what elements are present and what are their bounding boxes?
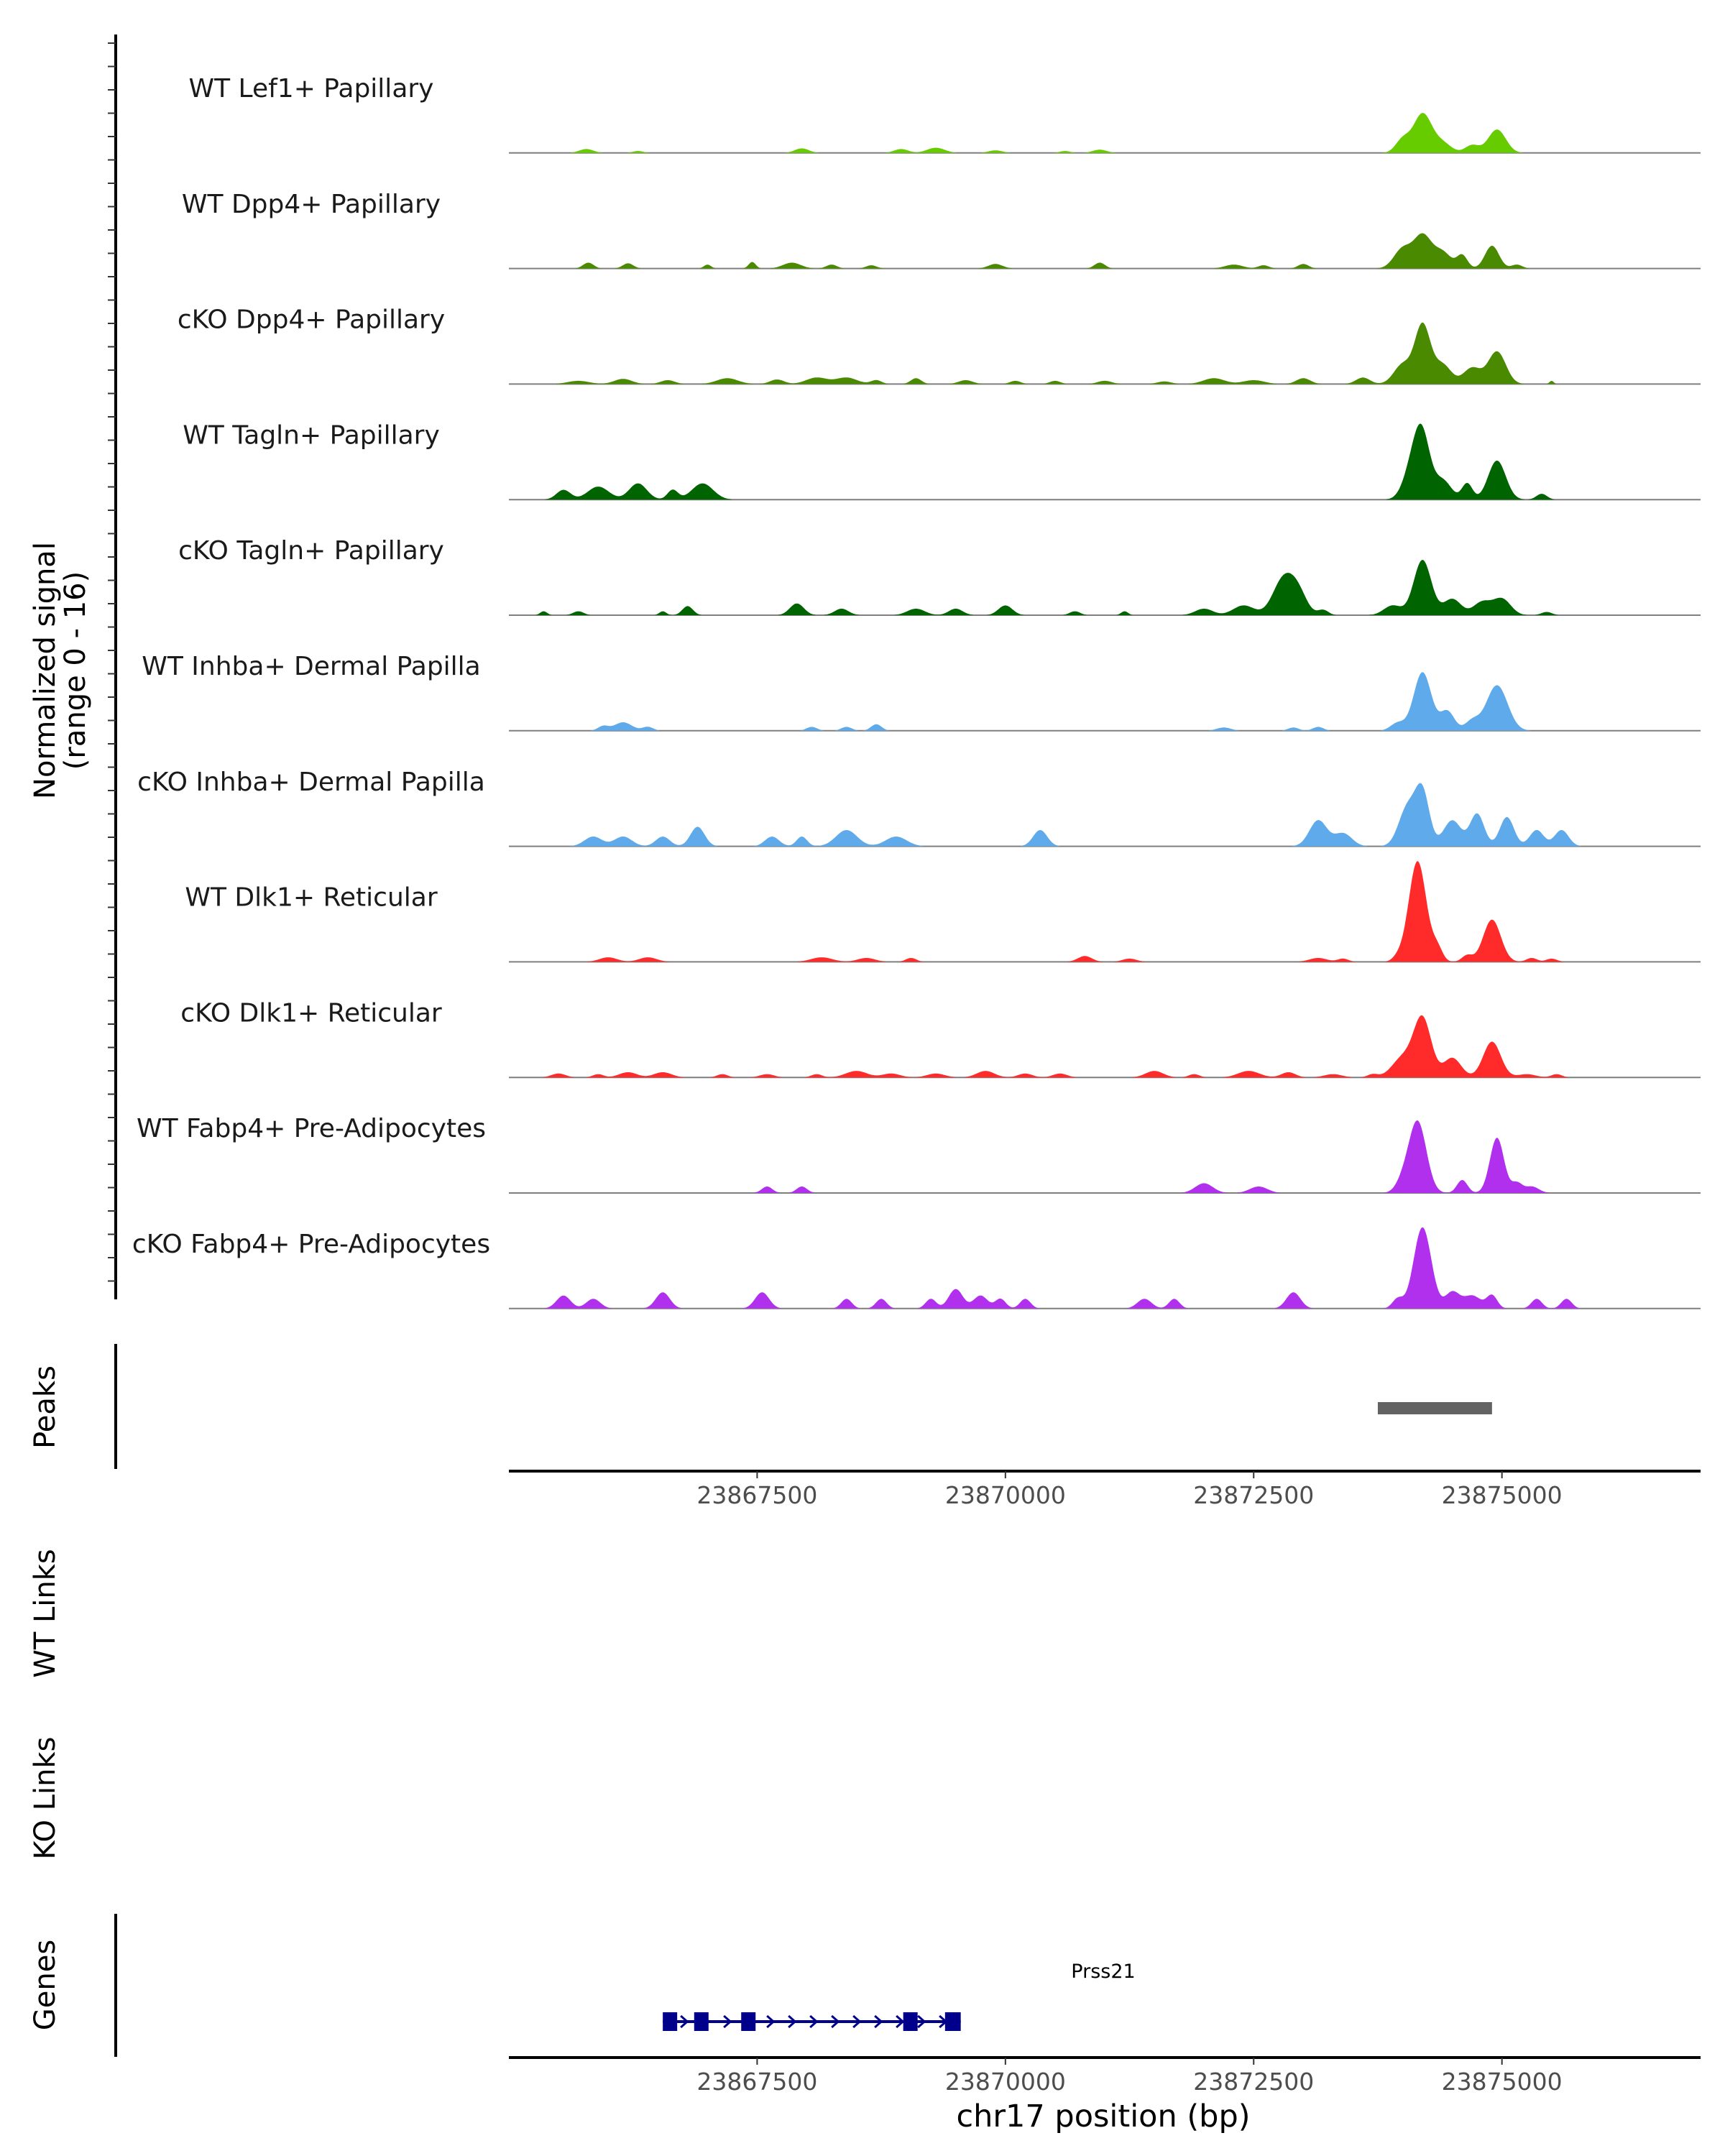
track-label: cKO Inhba+ Dermal Papilla xyxy=(137,768,485,797)
track-label: WT Dlk1+ Reticular xyxy=(185,883,437,913)
gene-label: Prss21 xyxy=(1071,1961,1135,1983)
x-tick-label: 23870000 xyxy=(945,1481,1066,1509)
gene-strand-arrow xyxy=(831,2014,840,2029)
peak-regions xyxy=(1377,1402,1492,1414)
gene-strand-arrow xyxy=(723,2014,732,2029)
track: WT Dlk1+ Reticular xyxy=(185,861,1701,963)
peak-region xyxy=(1377,1402,1492,1414)
coverage-area xyxy=(509,861,1701,962)
gene-strand-arrow xyxy=(809,2014,819,2029)
coverage-area xyxy=(509,113,1701,153)
x-tick-label: 23875000 xyxy=(1442,1481,1563,1509)
gene-strand-arrow xyxy=(896,2014,905,2029)
track-label: cKO Tagln+ Papillary xyxy=(178,536,444,566)
gene-exon xyxy=(944,2012,961,2031)
genes-title: Genes xyxy=(29,1940,62,2030)
track: WT Fabp4+ Pre-Adipocytes xyxy=(137,1114,1701,1194)
x-tick-label: 23872500 xyxy=(1193,1481,1314,1509)
track: cKO Dlk1+ Reticular xyxy=(180,998,1701,1079)
coverage-area xyxy=(509,1120,1701,1193)
track-label: WT Tagln+ Papillary xyxy=(183,420,440,450)
coverage-area xyxy=(509,672,1701,731)
coverage-tracks: WT Lef1+ Papillary WT Dpp4+ Papillary cKO … xyxy=(132,74,1701,1309)
gene-strand-arrow xyxy=(917,2014,926,2029)
x-tick-label: 23867500 xyxy=(696,1481,817,1509)
coverage-area xyxy=(509,233,1701,269)
coverage-area xyxy=(509,1227,1701,1309)
wt-links-title: WT Links xyxy=(29,1549,62,1677)
gene-exon xyxy=(663,2012,678,2031)
peaks-title: Peaks xyxy=(29,1365,62,1449)
gene-strand-arrow xyxy=(874,2014,883,2029)
track: WT Dpp4+ Papillary xyxy=(182,190,1701,270)
coverage-area xyxy=(509,560,1701,615)
gene-strand-arrow xyxy=(788,2014,797,2029)
gene-strand-arrow xyxy=(680,2014,689,2029)
x-tick-label: 23870000 xyxy=(945,2068,1066,2096)
x-axis-lower: 23867500 23870000 23872500 23875000 xyxy=(696,2058,1563,2096)
track-label: cKO Dlk1+ Reticular xyxy=(180,998,442,1028)
gene-track xyxy=(663,2012,961,2031)
track: cKO Dpp4+ Papillary xyxy=(178,305,1701,385)
track-label: WT Inhba+ Dermal Papilla xyxy=(142,652,480,681)
gene-strand-arrow xyxy=(766,2014,776,2029)
track-label: WT Lef1+ Papillary xyxy=(189,74,434,103)
x-tick-label: 23872500 xyxy=(1193,2068,1314,2096)
gene-exon xyxy=(903,2012,918,2031)
gene-exon xyxy=(741,2012,756,2031)
x-tick-label: 23875000 xyxy=(1442,2068,1563,2096)
x-axis-upper: 23867500 23870000 23872500 23875000 xyxy=(696,1471,1563,1509)
y-axis-title: Normalized signal xyxy=(29,542,62,799)
track-label: WT Fabp4+ Pre-Adipocytes xyxy=(137,1114,486,1143)
track-label: cKO Dpp4+ Papillary xyxy=(178,305,445,335)
track-label: cKO Fabp4+ Pre-Adipocytes xyxy=(132,1230,490,1259)
track: WT Inhba+ Dermal Papilla xyxy=(142,652,1701,732)
signal-axis-ticks xyxy=(108,42,116,1282)
ko-links-title: KO Links xyxy=(29,1737,62,1860)
x-tick-label: 23867500 xyxy=(696,2068,817,2096)
coverage-area xyxy=(509,1015,1701,1078)
track: cKO Inhba+ Dermal Papilla xyxy=(137,768,1701,847)
track: cKO Tagln+ Papillary xyxy=(178,536,1701,616)
gene-exon xyxy=(694,2012,709,2031)
y-axis-subtitle: (range 0 - 16) xyxy=(59,571,92,770)
track: cKO Fabp4+ Pre-Adipocytes xyxy=(132,1227,1701,1309)
track-label: WT Dpp4+ Papillary xyxy=(182,190,441,219)
track: WT Lef1+ Papillary xyxy=(189,74,1701,154)
coverage-area xyxy=(509,423,1701,500)
x-axis-title: chr17 position (bp) xyxy=(956,2099,1250,2134)
coverage-area xyxy=(509,783,1701,847)
gene-strand-arrow xyxy=(852,2014,862,2029)
track: WT Tagln+ Papillary xyxy=(183,420,1701,501)
coverage-area xyxy=(509,322,1701,384)
